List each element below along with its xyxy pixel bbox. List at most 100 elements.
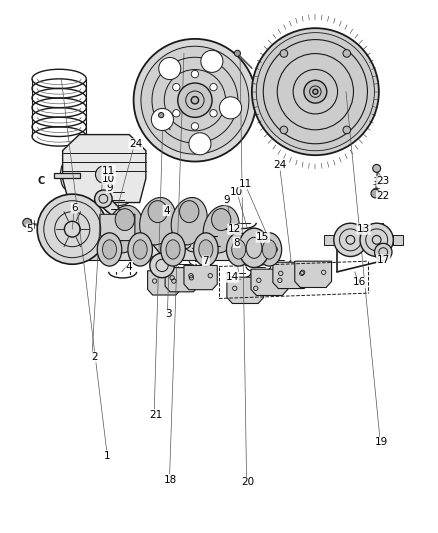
Circle shape <box>234 50 240 56</box>
Circle shape <box>95 166 113 183</box>
Text: 24: 24 <box>129 139 142 149</box>
Text: 6: 6 <box>71 203 78 213</box>
Text: 9: 9 <box>223 195 230 205</box>
Circle shape <box>334 223 367 256</box>
Polygon shape <box>295 261 332 287</box>
Text: 22: 22 <box>377 191 390 201</box>
Circle shape <box>159 58 181 79</box>
Polygon shape <box>251 269 288 295</box>
Ellipse shape <box>194 233 218 266</box>
Text: 3: 3 <box>165 310 172 319</box>
Circle shape <box>191 96 198 104</box>
Ellipse shape <box>257 233 282 266</box>
Text: 8: 8 <box>233 238 240 247</box>
Circle shape <box>191 70 198 78</box>
Text: 11: 11 <box>239 179 252 189</box>
Circle shape <box>256 33 374 151</box>
Text: 17: 17 <box>377 255 390 265</box>
Circle shape <box>152 109 173 131</box>
Text: 10: 10 <box>230 187 243 197</box>
Circle shape <box>280 126 288 134</box>
Text: 18: 18 <box>164 475 177 484</box>
Circle shape <box>219 97 242 119</box>
Text: 1: 1 <box>104 451 111 461</box>
Text: 7: 7 <box>202 256 209 266</box>
Text: 10: 10 <box>102 174 115 184</box>
Circle shape <box>23 219 32 227</box>
Ellipse shape <box>115 208 134 231</box>
Ellipse shape <box>128 233 152 266</box>
Circle shape <box>210 110 217 117</box>
Circle shape <box>374 244 392 261</box>
Ellipse shape <box>102 240 117 259</box>
Text: 9: 9 <box>106 183 113 192</box>
Ellipse shape <box>133 240 147 259</box>
Polygon shape <box>184 265 217 290</box>
Ellipse shape <box>232 240 246 259</box>
Circle shape <box>150 253 174 278</box>
Polygon shape <box>324 235 334 245</box>
Polygon shape <box>54 173 80 178</box>
Polygon shape <box>273 262 310 288</box>
Text: 20: 20 <box>241 478 254 487</box>
Polygon shape <box>165 268 198 292</box>
Circle shape <box>371 189 380 198</box>
Polygon shape <box>367 235 377 245</box>
Polygon shape <box>350 235 360 245</box>
Ellipse shape <box>166 240 180 259</box>
Ellipse shape <box>97 233 122 266</box>
Text: 13: 13 <box>357 224 370 234</box>
Text: 12: 12 <box>228 224 241 234</box>
Ellipse shape <box>148 200 167 223</box>
Circle shape <box>360 223 393 256</box>
Text: 15: 15 <box>256 232 269 242</box>
Text: C: C <box>38 176 45 186</box>
Text: 23: 23 <box>377 176 390 186</box>
Text: 2: 2 <box>91 352 98 362</box>
Circle shape <box>134 39 256 161</box>
Ellipse shape <box>180 200 199 223</box>
Circle shape <box>270 246 277 253</box>
Polygon shape <box>100 214 135 240</box>
Ellipse shape <box>171 198 207 245</box>
Ellipse shape <box>212 208 231 231</box>
Text: 11: 11 <box>102 166 115 175</box>
Circle shape <box>373 165 381 172</box>
Circle shape <box>313 89 318 94</box>
Polygon shape <box>100 196 166 268</box>
Circle shape <box>280 50 288 57</box>
Circle shape <box>201 50 223 72</box>
Circle shape <box>343 50 350 57</box>
Circle shape <box>189 133 211 155</box>
Circle shape <box>191 123 198 130</box>
Text: 4: 4 <box>163 206 170 215</box>
Circle shape <box>159 112 164 118</box>
Ellipse shape <box>203 206 239 253</box>
Ellipse shape <box>239 228 269 268</box>
Text: 14: 14 <box>226 272 239 282</box>
Polygon shape <box>88 239 272 260</box>
Circle shape <box>210 84 217 91</box>
Polygon shape <box>393 235 403 245</box>
Circle shape <box>166 236 171 241</box>
Circle shape <box>95 190 112 207</box>
Circle shape <box>304 80 327 103</box>
Ellipse shape <box>107 206 143 253</box>
Polygon shape <box>227 277 264 303</box>
Text: 5: 5 <box>26 224 33 234</box>
Ellipse shape <box>199 240 213 259</box>
Polygon shape <box>63 134 146 203</box>
Text: 24: 24 <box>274 160 287 170</box>
Circle shape <box>343 126 350 134</box>
Circle shape <box>173 110 180 117</box>
Ellipse shape <box>140 198 176 245</box>
Circle shape <box>173 84 180 91</box>
Circle shape <box>141 46 249 154</box>
Text: 21: 21 <box>149 410 162 419</box>
Ellipse shape <box>161 233 185 266</box>
Ellipse shape <box>226 233 251 266</box>
Text: 16: 16 <box>353 278 366 287</box>
Circle shape <box>37 194 107 264</box>
Circle shape <box>178 83 212 117</box>
Polygon shape <box>148 271 181 295</box>
